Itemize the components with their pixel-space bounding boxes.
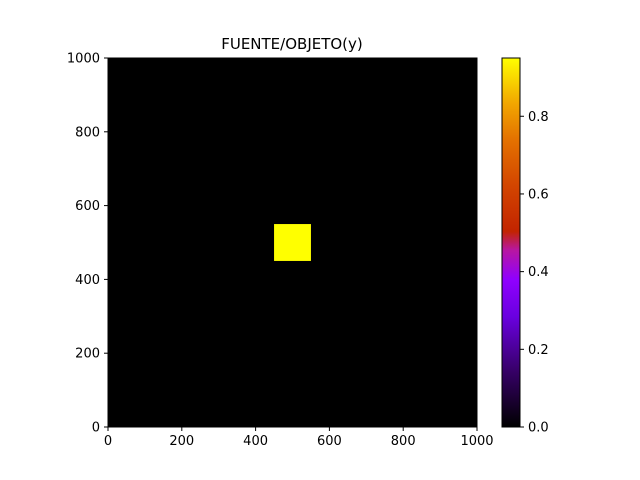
x-tick-label: 1000 — [460, 434, 493, 449]
colorbar: 0.0 0.2 0.4 0.6 0.8 — [501, 57, 549, 436]
colorbar-tick-label: 0.6 — [528, 187, 549, 202]
colorbar-tick-label: 0.2 — [528, 343, 549, 358]
y-tick-label: 1000 — [67, 52, 100, 67]
x-tick-label: 200 — [169, 434, 194, 449]
y-tick-label: 0 — [92, 421, 100, 436]
chart-title: FUENTE/OBJETO(y) — [221, 35, 363, 53]
colorbar-tick-label: 0.8 — [528, 110, 549, 125]
x-axis: 0 200 400 600 800 1000 — [104, 427, 494, 449]
y-tick-label: 800 — [75, 125, 100, 140]
y-tick-label: 400 — [75, 273, 100, 288]
y-axis: 0 200 400 600 800 1000 — [67, 52, 108, 436]
colorbar-tick-label: 0.4 — [528, 265, 549, 280]
x-tick-label: 800 — [391, 434, 416, 449]
heatmap-cell-0 — [274, 224, 311, 261]
y-tick-label: 600 — [75, 199, 100, 214]
x-tick-label: 400 — [243, 434, 268, 449]
x-tick-label: 600 — [317, 434, 342, 449]
colorbar-gradient — [501, 57, 521, 428]
plot-frame — [107, 57, 478, 428]
plot-area — [107, 57, 478, 428]
colorbar-tick-label: 0.0 — [528, 421, 549, 436]
y-tick-label: 200 — [75, 347, 100, 362]
x-tick-label: 0 — [104, 434, 112, 449]
